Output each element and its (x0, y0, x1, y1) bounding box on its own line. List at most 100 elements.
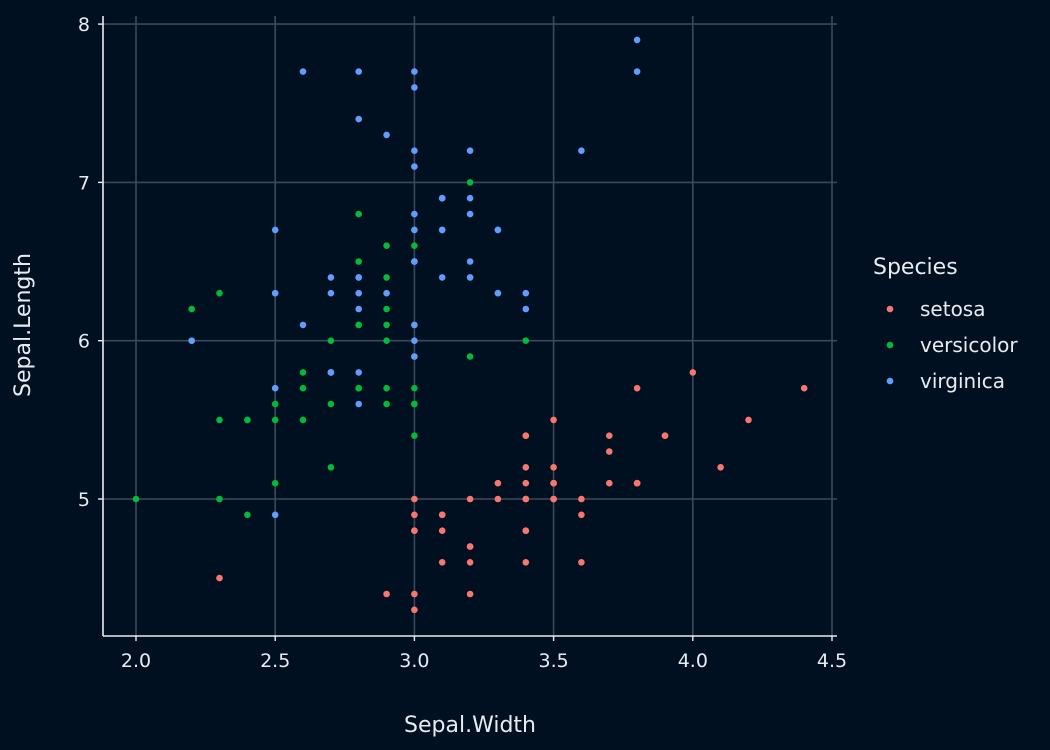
x-tick-label: 2.0 (121, 650, 151, 672)
data-point-versicolor (383, 400, 390, 408)
data-point-setosa (411, 606, 418, 614)
y-tick-label: 7 (78, 172, 90, 194)
data-point-versicolor (216, 289, 223, 297)
data-point-setosa (494, 495, 502, 503)
data-point-setosa (383, 590, 390, 598)
data-point-virginica (411, 210, 418, 218)
data-point-virginica (355, 289, 363, 297)
data-point-setosa (522, 559, 530, 566)
data-point-virginica (633, 36, 641, 44)
data-point-versicolor (411, 432, 418, 440)
data-point-setosa (578, 495, 585, 503)
data-point-virginica (411, 147, 418, 154)
data-point-versicolor (244, 511, 251, 519)
data-point-virginica (466, 210, 474, 218)
data-point-virginica (522, 289, 530, 297)
data-point-setosa (689, 369, 697, 376)
data-point-setosa (717, 464, 724, 471)
x-axis-title: Sepal.Width (404, 713, 536, 738)
data-point-virginica (327, 369, 335, 376)
data-point-versicolor (411, 400, 418, 408)
data-point-virginica (411, 84, 418, 91)
y-tick-label: 8 (78, 14, 90, 36)
data-point-virginica (271, 511, 279, 519)
data-point-versicolor (383, 305, 390, 313)
axes (102, 16, 837, 637)
data-point-setosa (494, 479, 502, 487)
legend: Species setosa versicolor virginica (873, 255, 1018, 393)
data-point-virginica (299, 321, 307, 329)
legend-label-virginica: virginica (920, 369, 1005, 393)
data-point-setosa (438, 559, 446, 566)
data-point-setosa (550, 416, 557, 424)
legend-key-setosa (886, 305, 894, 313)
data-point-versicolor (355, 321, 363, 329)
data-point-versicolor (522, 337, 530, 345)
data-point-virginica (355, 369, 363, 376)
data-point-virginica (411, 353, 418, 360)
data-point-virginica (271, 384, 279, 392)
data-point-versicolor (411, 384, 418, 392)
data-point-versicolor (271, 479, 279, 487)
data-point-setosa (633, 384, 641, 392)
data-point-setosa (522, 527, 530, 534)
data-point-virginica (383, 289, 390, 297)
legend-title: Species (873, 255, 958, 280)
data-point-setosa (522, 464, 530, 471)
data-point-setosa (466, 543, 474, 550)
data-point-virginica (299, 68, 307, 75)
data-point-versicolor (466, 353, 474, 360)
data-point-virginica (271, 289, 279, 297)
data-point-versicolor (383, 384, 390, 392)
data-point-setosa (466, 559, 474, 566)
data-point-virginica (494, 289, 502, 297)
data-point-setosa (438, 511, 446, 519)
data-point-setosa (550, 495, 557, 503)
legend-label-setosa: setosa (920, 297, 985, 321)
series-versicolor (132, 179, 530, 519)
data-point-versicolor (244, 416, 251, 424)
data-point-versicolor (355, 258, 363, 265)
data-point-setosa (800, 384, 808, 392)
y-axis-title: Sepal.Length (11, 253, 36, 397)
series-setosa (216, 369, 808, 614)
legend-key-virginica (886, 377, 894, 385)
data-point-setosa (550, 464, 557, 471)
data-point-virginica (383, 131, 390, 139)
data-point-versicolor (132, 495, 140, 503)
data-point-versicolor (466, 179, 474, 186)
data-point-virginica (327, 274, 335, 281)
data-point-setosa (466, 590, 474, 598)
data-point-setosa (661, 432, 669, 440)
data-point-versicolor (271, 400, 279, 408)
x-tick-label: 2.5 (260, 650, 290, 672)
data-point-virginica (438, 226, 446, 234)
data-point-versicolor (383, 274, 390, 281)
data-point-versicolor (299, 384, 307, 392)
data-point-setosa (216, 574, 223, 582)
x-tick-label: 3.5 (538, 650, 568, 672)
data-point-virginica (327, 289, 335, 297)
data-point-setosa (438, 527, 446, 534)
data-point-virginica (466, 147, 474, 154)
data-point-versicolor (355, 210, 363, 218)
x-tick-label: 4.5 (817, 650, 847, 672)
legend-label-versicolor: versicolor (920, 333, 1018, 357)
data-point-virginica (438, 194, 446, 202)
data-point-versicolor (327, 464, 335, 471)
data-point-setosa (606, 448, 613, 455)
data-point-virginica (466, 274, 474, 281)
data-point-versicolor (327, 400, 335, 408)
data-point-virginica (633, 68, 641, 75)
data-point-versicolor (216, 416, 223, 424)
data-point-virginica (411, 226, 418, 234)
data-point-setosa (411, 527, 418, 534)
data-point-setosa (411, 495, 418, 503)
data-point-virginica (466, 258, 474, 265)
data-point-versicolor (383, 321, 390, 329)
data-point-versicolor (327, 337, 335, 345)
data-point-setosa (466, 495, 474, 503)
data-point-setosa (606, 432, 613, 440)
data-point-virginica (411, 337, 418, 345)
